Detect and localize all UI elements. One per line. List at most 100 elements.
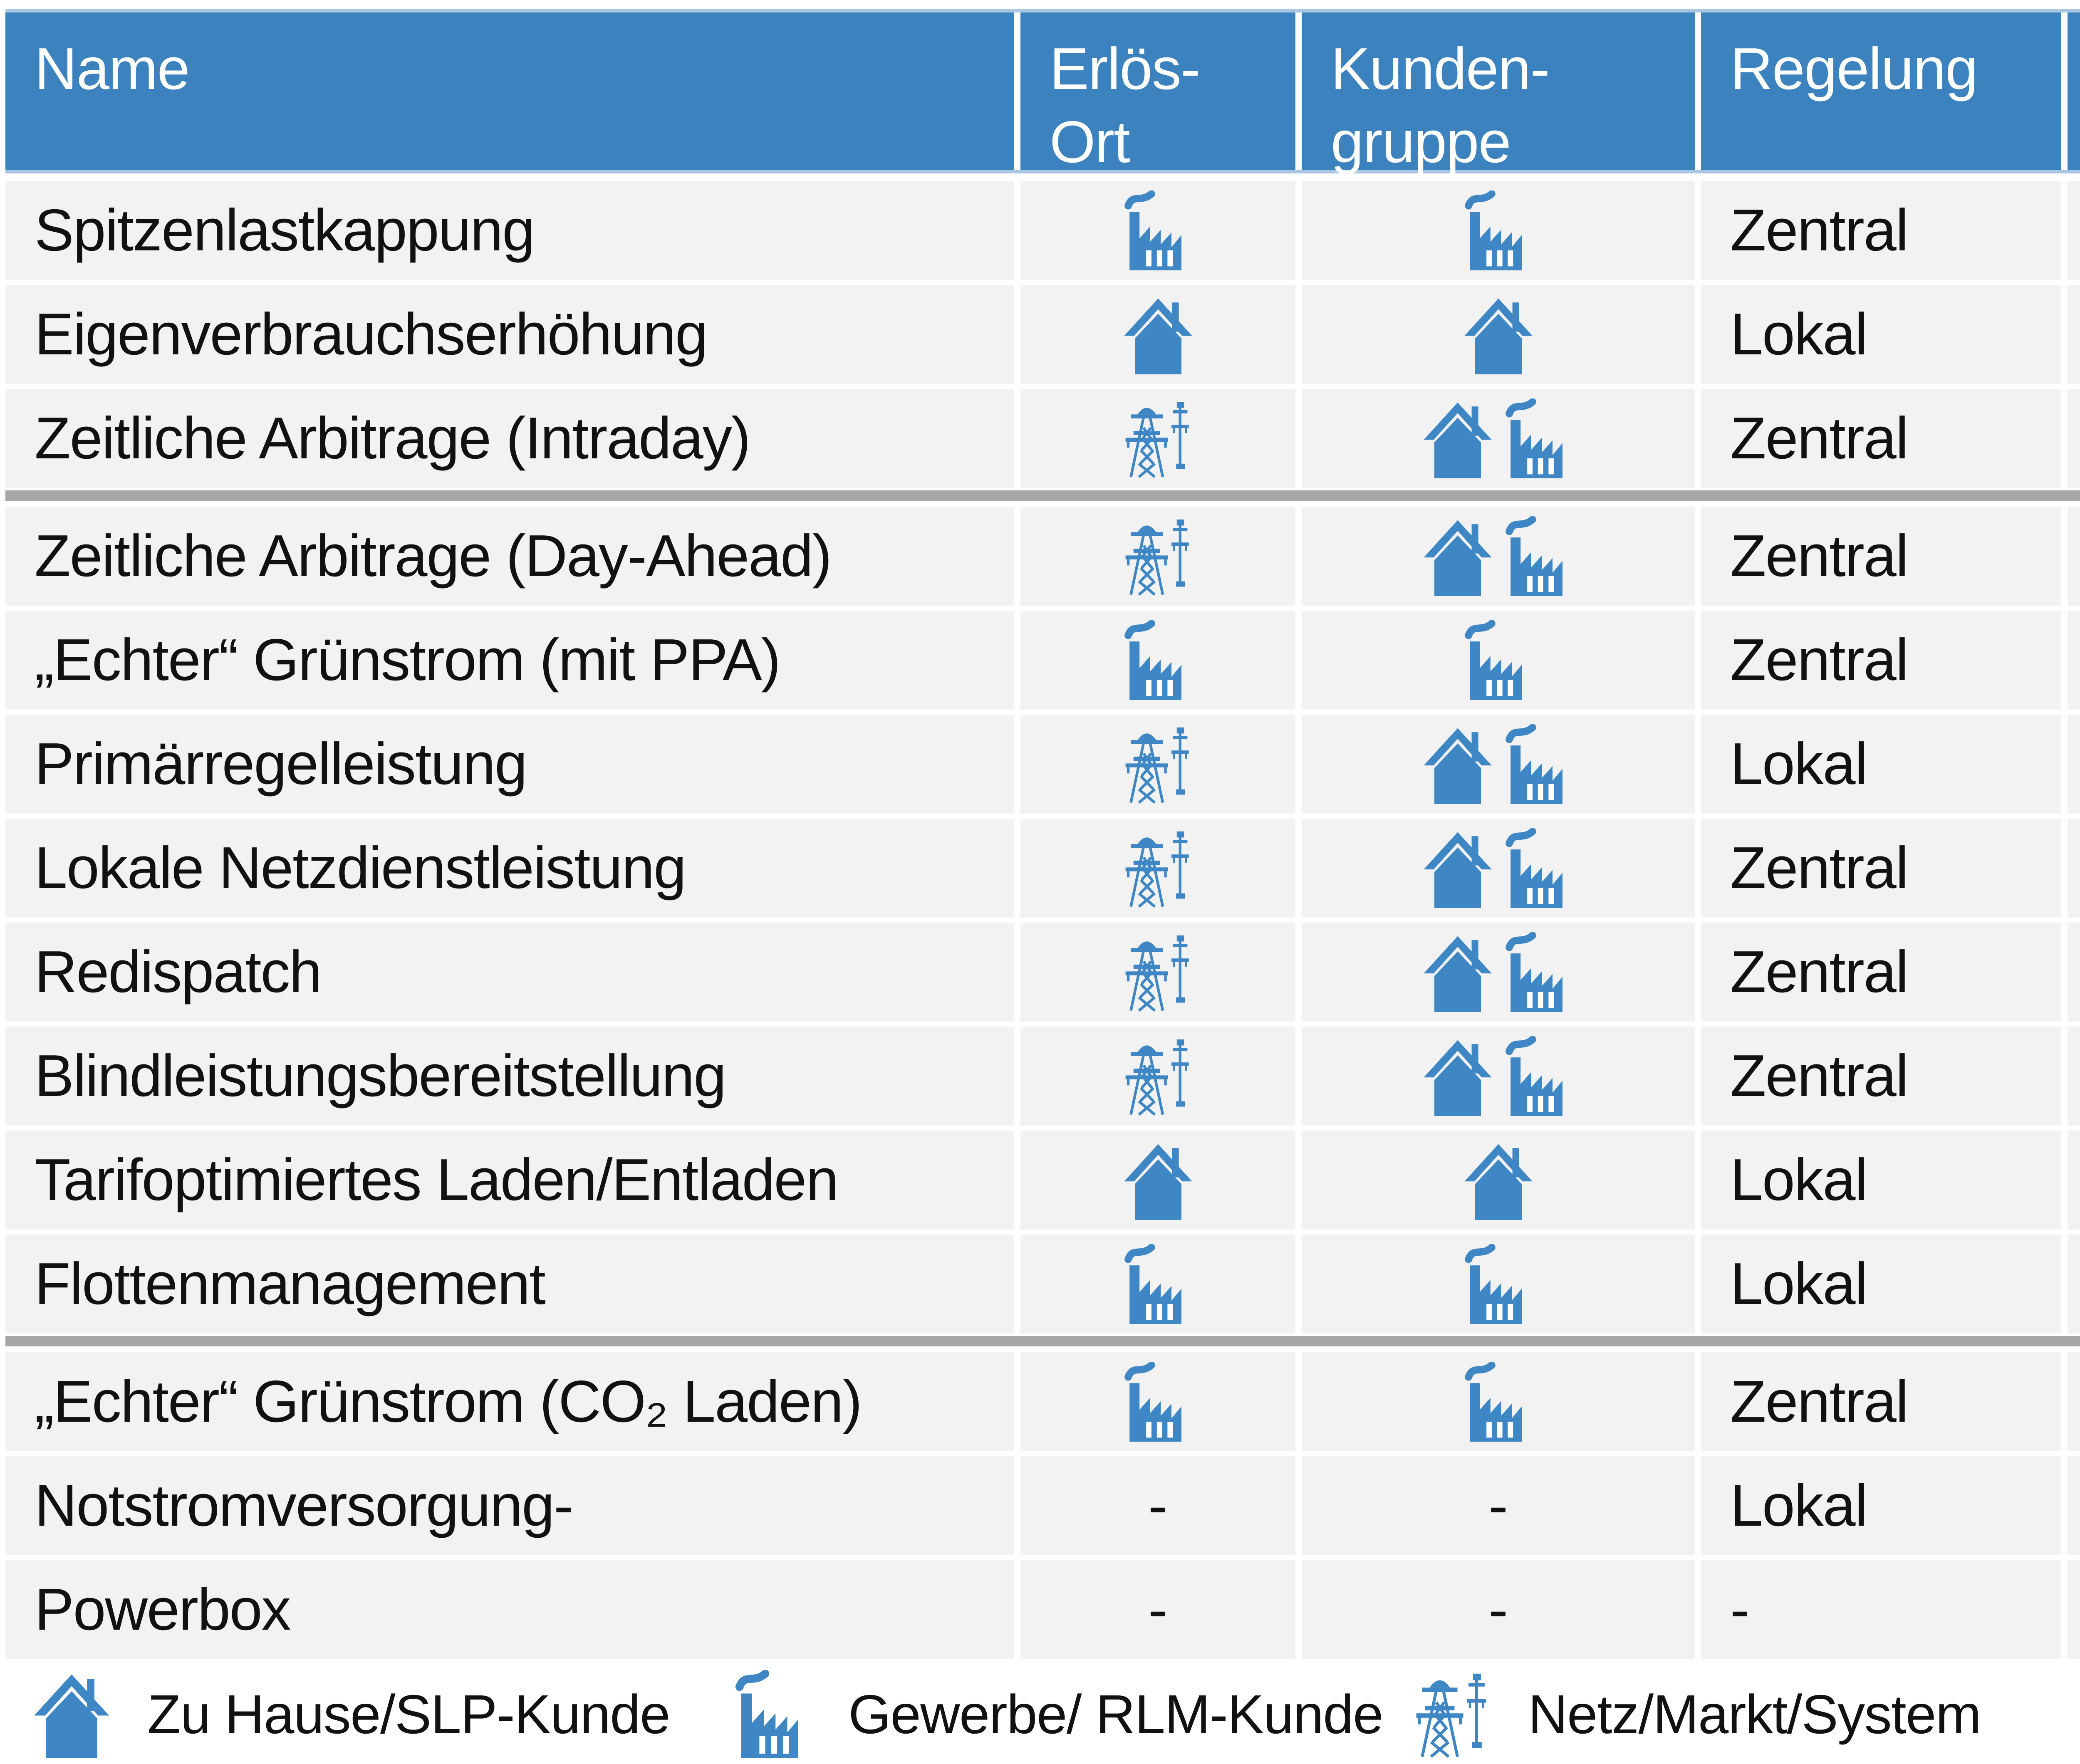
column-header-regelung: Regelung bbox=[1701, 12, 2061, 170]
house-icon bbox=[1423, 1040, 1492, 1116]
table-row: Zeitliche Arbitrage (Intraday) ZentralKu… bbox=[5, 389, 2080, 488]
regelung-cell: Zentral bbox=[1701, 1027, 2061, 1126]
factory-icon bbox=[732, 1670, 813, 1758]
name-cell: Powerbox bbox=[5, 1560, 1014, 1659]
house-icon bbox=[1423, 520, 1492, 596]
table-row: Flottenmanagement Lokal Labor bbox=[5, 1235, 2080, 1334]
table-row: Tarifoptimiertes Laden/Entladen Lokal Lab… bbox=[5, 1131, 2080, 1230]
ausarbeitung-cell: Simulation/Konzept bbox=[2068, 1352, 2080, 1451]
erloes-ort-cell: - bbox=[1020, 1560, 1295, 1659]
power-grid-icon bbox=[1125, 402, 1189, 478]
ausarbeitung-cell: Labor bbox=[2068, 1131, 2080, 1230]
table-row: Lokale Netzdienstleistung Zentral Labor bbox=[5, 819, 2080, 918]
kundengruppe-cell bbox=[1302, 285, 1695, 384]
house-icon bbox=[1423, 936, 1492, 1012]
factory-icon bbox=[1505, 516, 1562, 596]
house-icon bbox=[1464, 1144, 1533, 1220]
erloes-ort-cell bbox=[1020, 507, 1295, 606]
column-header-erloes-ort: Erlös- Ort bbox=[1020, 12, 1295, 175]
ausarbeitung-cell: Labor bbox=[2068, 1027, 2080, 1126]
kundengruppe-cell bbox=[1302, 1352, 1695, 1451]
ausarbeitung-cell: Labor bbox=[2068, 1235, 2080, 1334]
factory-icon bbox=[1124, 620, 1181, 700]
table-row: Spitzenlastkappung Zentral Kundenumsetzun… bbox=[5, 181, 2080, 280]
no-value-dash: - bbox=[1488, 1472, 1508, 1539]
kundengruppe-cell: - bbox=[1302, 1560, 1695, 1659]
house-icon bbox=[1423, 832, 1492, 908]
table-row: Powerbox---Simulation/Konzept bbox=[5, 1560, 2080, 1659]
power-grid-icon bbox=[1412, 1670, 1493, 1758]
kundengruppe-cell bbox=[1302, 1235, 1695, 1334]
kundengruppe-cell bbox=[1302, 507, 1695, 606]
table-body: Spitzenlastkappung Zentral Kundenumsetzun… bbox=[5, 181, 2080, 1659]
table-row: Notstromversorgung- - - Lokal Simulation/Kon… bbox=[5, 1456, 2080, 1555]
kundengruppe-cell: - bbox=[1302, 1456, 1695, 1555]
kundengruppe-cell bbox=[1302, 819, 1695, 918]
name-cell: Spitzenlastkappung bbox=[5, 181, 1014, 280]
ausarbeitung-cell: Labor bbox=[2068, 715, 2080, 814]
erloes-ort-cell: - bbox=[1020, 1456, 1295, 1555]
name-cell: Notstromversorgung- bbox=[5, 1456, 1014, 1555]
regelung-cell: Lokal bbox=[1701, 1131, 2061, 1230]
house-icon bbox=[31, 1670, 112, 1758]
table-row: „Echter“ Grünstrom (mit PPA) Zentral Labo… bbox=[5, 611, 2080, 710]
name-cell: Zeitliche Arbitrage (Intraday) bbox=[5, 389, 1014, 488]
ausarbeitung-cell: Labor bbox=[2068, 923, 2080, 1022]
power-grid-icon bbox=[1125, 1039, 1189, 1116]
power-grid-icon bbox=[1125, 520, 1189, 596]
factory-icon bbox=[1124, 1244, 1181, 1324]
regelung-cell: Lokal bbox=[1701, 1456, 2061, 1555]
erloes-ort-cell bbox=[1020, 181, 1295, 280]
name-cell: Tarifoptimiertes Laden/Entladen bbox=[5, 1131, 1014, 1230]
erloes-ort-cell bbox=[1020, 819, 1295, 918]
house-icon bbox=[34, 1674, 109, 1758]
kundengruppe-cell bbox=[1302, 1027, 1695, 1126]
power-grid-icon bbox=[1125, 831, 1189, 908]
house-icon bbox=[1423, 728, 1492, 804]
kundengruppe-cell bbox=[1302, 611, 1695, 710]
factory-icon bbox=[1464, 1362, 1522, 1442]
regelung-cell: - bbox=[1701, 1560, 2061, 1659]
name-cell: Eigenverbrauchserhöhung bbox=[5, 285, 1014, 384]
erloes-ort-cell bbox=[1020, 389, 1295, 488]
regelung-cell: Lokal bbox=[1701, 1235, 2061, 1334]
no-value-dash: - bbox=[1148, 1472, 1168, 1539]
erloes-ort-cell bbox=[1020, 1027, 1295, 1126]
legend-label: Zu Hause/SLP-Kunde bbox=[147, 1683, 670, 1745]
kundengruppe-cell bbox=[1302, 181, 1695, 280]
column-header-ausarbeitung: Ausarbeitung im Projekt bbox=[2068, 12, 2080, 170]
kundengruppe-cell bbox=[1302, 389, 1695, 488]
erloes-ort-cell bbox=[1020, 1352, 1295, 1451]
regelung-cell: Zentral bbox=[1701, 611, 2061, 710]
regelung-cell: Lokal bbox=[1701, 285, 2061, 384]
erloes-ort-cell bbox=[1020, 1235, 1295, 1334]
ausarbeitung-cell: Labor bbox=[2068, 611, 2080, 710]
column-header-kundengruppe: Kunden- gruppe bbox=[1302, 12, 1695, 175]
legend: Zu Hause/SLP-Kunde Gewerbe/ RLM-Kunde bbox=[31, 1670, 2080, 1758]
table-row: Blindleistungsbereitstellung Zentral Labo… bbox=[5, 1027, 2080, 1126]
regelung-cell: Zentral bbox=[1701, 389, 2061, 488]
regelung-cell: Zentral bbox=[1701, 181, 2061, 280]
erloes-ort-cell bbox=[1020, 923, 1295, 1022]
ausarbeitung-cell: Simulation/Konzept bbox=[2068, 1456, 2080, 1555]
factory-icon bbox=[1505, 932, 1562, 1012]
name-cell: Lokale Netzdienstleistung bbox=[5, 819, 1014, 918]
table-row: Primärregelleistung Lokal Labor bbox=[5, 715, 2080, 814]
erloes-ort-cell bbox=[1020, 715, 1295, 814]
erloes-ort-cell bbox=[1020, 1131, 1295, 1230]
regelung-cell: Zentral bbox=[1701, 923, 2061, 1022]
table-row: Eigenverbrauchserhöhung Lokal Kundenumset… bbox=[5, 285, 2080, 384]
ausarbeitung-cell: Labor bbox=[2068, 507, 2080, 606]
name-cell: Flottenmanagement bbox=[5, 1235, 1014, 1334]
table-row: „Echter“ Grünstrom (CO₂ Laden) ZentralSi… bbox=[5, 1352, 2080, 1451]
ausarbeitung-cell: Kundenumsetzung bbox=[2068, 389, 2080, 488]
table-row: Redispatch Zentral Labor bbox=[5, 923, 2080, 1022]
house-icon bbox=[1124, 1144, 1192, 1220]
erloes-ort-cell bbox=[1020, 611, 1295, 710]
name-cell: „Echter“ Grünstrom (CO₂ Laden) bbox=[5, 1352, 1014, 1451]
kundengruppe-cell bbox=[1302, 715, 1695, 814]
factory-icon bbox=[1505, 724, 1562, 804]
factory-icon bbox=[1505, 828, 1562, 908]
factory-icon bbox=[1464, 191, 1522, 270]
name-cell: „Echter“ Grünstrom (mit PPA) bbox=[5, 611, 1014, 710]
